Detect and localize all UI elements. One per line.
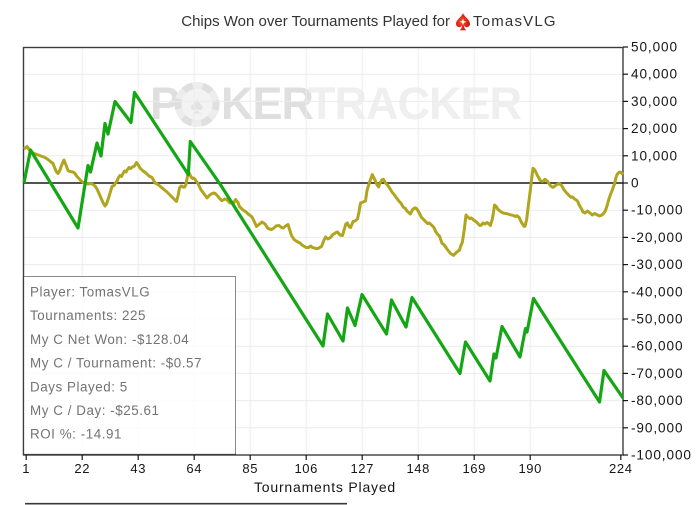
- svg-text:50,000: 50,000: [631, 40, 678, 55]
- svg-text:190: 190: [518, 461, 542, 476]
- svg-text:My C / Tournament: -$0.57: My C / Tournament: -$0.57: [30, 356, 202, 371]
- svg-text:106: 106: [294, 461, 318, 476]
- svg-text:Player: TomasVLG: Player: TomasVLG: [30, 285, 150, 300]
- svg-text:-70,000: -70,000: [631, 366, 683, 381]
- svg-text:Days Played: 5: Days Played: 5: [30, 379, 128, 394]
- svg-text:-100,000: -100,000: [631, 448, 692, 463]
- svg-text:1: 1: [22, 461, 30, 476]
- svg-text:30,000: 30,000: [631, 94, 678, 109]
- svg-text:ROI %: -14.91: ROI %: -14.91: [30, 427, 122, 442]
- svg-text:♠: ♠: [190, 92, 203, 120]
- svg-text:10,000: 10,000: [631, 148, 678, 163]
- svg-text:224: 224: [609, 461, 633, 476]
- svg-text:40,000: 40,000: [631, 67, 678, 82]
- svg-text:-60,000: -60,000: [631, 339, 683, 354]
- svg-text:127: 127: [350, 461, 374, 476]
- svg-text:0: 0: [631, 176, 639, 191]
- svg-text:-50,000: -50,000: [631, 312, 683, 327]
- svg-text:-80,000: -80,000: [631, 393, 683, 408]
- svg-text:Chips Won over Tournaments Pla: Chips Won over Tournaments Played for: [181, 13, 450, 30]
- svg-text:Tournaments Played: Tournaments Played: [254, 479, 396, 495]
- svg-text:TomasVLG: TomasVLG: [473, 13, 557, 30]
- svg-text:-30,000: -30,000: [631, 257, 683, 272]
- svg-text:85: 85: [242, 461, 258, 476]
- svg-text:22: 22: [74, 461, 90, 476]
- svg-text:169: 169: [462, 461, 486, 476]
- svg-text:148: 148: [406, 461, 430, 476]
- svg-text:-90,000: -90,000: [631, 420, 683, 435]
- svg-text:-20,000: -20,000: [631, 230, 683, 245]
- svg-text:My C Net Won: -$128.04: My C Net Won: -$128.04: [30, 332, 189, 347]
- svg-text:KER: KER: [221, 78, 314, 129]
- svg-text:My C / Day: -$25.61: My C / Day: -$25.61: [30, 403, 160, 418]
- svg-text:64: 64: [186, 461, 202, 476]
- svg-text:-10,000: -10,000: [631, 203, 683, 218]
- svg-text:Tournaments: 225: Tournaments: 225: [30, 308, 146, 323]
- svg-text:TRACKER: TRACKER: [308, 78, 521, 129]
- svg-text:-40,000: -40,000: [631, 284, 683, 299]
- svg-text:20,000: 20,000: [631, 121, 678, 136]
- svg-text:43: 43: [130, 461, 146, 476]
